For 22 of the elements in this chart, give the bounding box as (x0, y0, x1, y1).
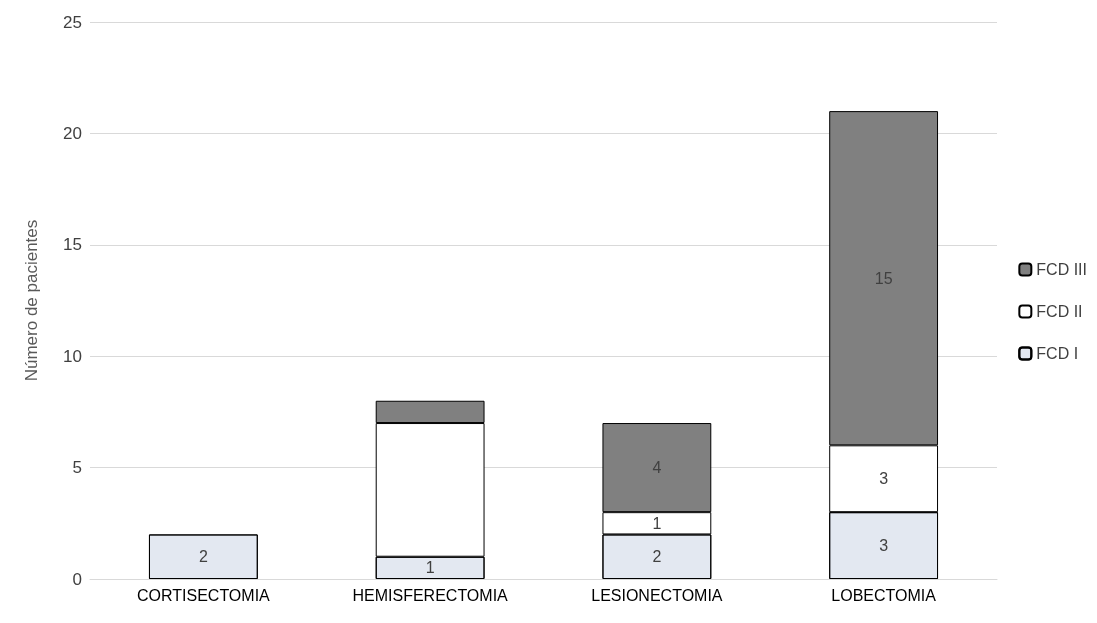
data-label: 1 (425, 559, 435, 577)
data-label: 15 (874, 269, 893, 287)
data-label: 3 (879, 470, 889, 488)
legend-label: FCD III (1036, 261, 1088, 278)
data-label: 3 (879, 537, 889, 555)
data-label: 1 (652, 514, 662, 532)
y-tick-label: 5 (72, 458, 82, 478)
y-tick-label: 10 (63, 346, 82, 366)
x-tick-label: LOBECTOMIA (831, 586, 937, 604)
data-label: 2 (198, 548, 208, 566)
y-tick-label: 25 (63, 12, 82, 32)
x-tick-label: LESIONECTOMIA (591, 586, 723, 604)
data-label: 2 (652, 548, 662, 566)
legend-label: FCD I (1036, 345, 1079, 362)
x-tick-label: CORTISECTOMIA (136, 586, 271, 604)
data-label: 4 (652, 459, 662, 477)
legend-label: FCD II (1036, 303, 1083, 320)
x-tick-label: HEMISFERECTOMIA (352, 586, 509, 604)
y-tick-label: 20 (63, 123, 82, 143)
y-axis-title: Número de pacientes (22, 219, 41, 382)
y-tick-label: 0 (72, 569, 82, 589)
y-tick-label: 15 (63, 235, 82, 255)
